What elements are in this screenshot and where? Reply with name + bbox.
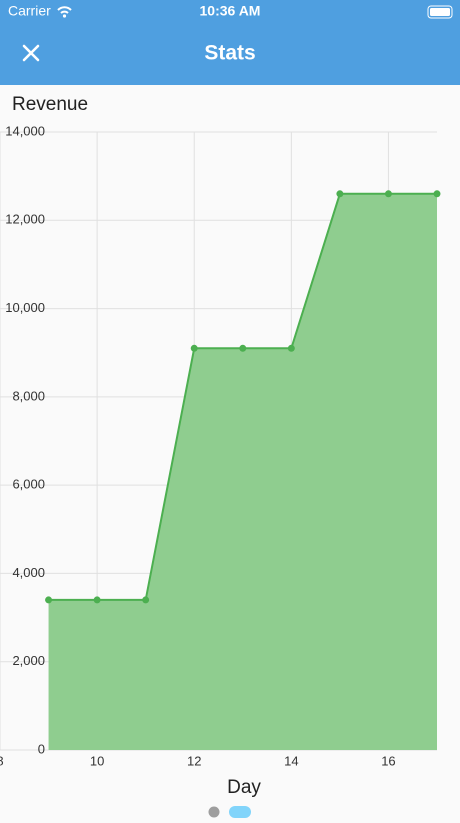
x-axis-label: Day [227,777,261,798]
point [239,344,247,352]
point [336,190,344,198]
point [45,596,53,604]
close-button[interactable] [22,44,40,62]
point [384,190,392,198]
chart-title: Revenue [12,94,88,115]
page-indicator-active[interactable] [229,806,251,818]
point [190,344,198,352]
carrier: Carrier [8,3,51,19]
battery-level [430,8,450,16]
point [433,190,441,198]
y-tick-label: 12,000 [5,212,45,227]
y-tick-label: 14,000 [5,123,45,138]
time: 10:36 AM [200,3,261,19]
point [93,596,101,604]
x-tick-label: 10 [90,753,104,768]
y-tick-label: 0 [38,741,45,756]
x-tick-label: 16 [381,753,395,768]
x-tick-label: 12 [187,753,201,768]
y-tick-label: 10,000 [5,300,45,315]
battery [427,5,453,19]
x-tick-label: 8 [0,753,4,768]
area-fill [48,193,438,751]
y-tick-label: 4,000 [12,565,45,580]
app-bar-bg [0,0,460,85]
point [142,596,150,604]
wifi-icon [57,6,72,14]
y-tick-label: 8,000 [12,388,45,403]
wifi-dot [62,14,67,18]
y-tick-label: 2,000 [12,653,45,668]
x-tick-label: 14 [284,753,298,768]
point [287,344,295,352]
y-tick-label: 6,000 [12,477,45,492]
page-indicator[interactable] [208,806,220,818]
nav-title: Stats [204,42,255,65]
